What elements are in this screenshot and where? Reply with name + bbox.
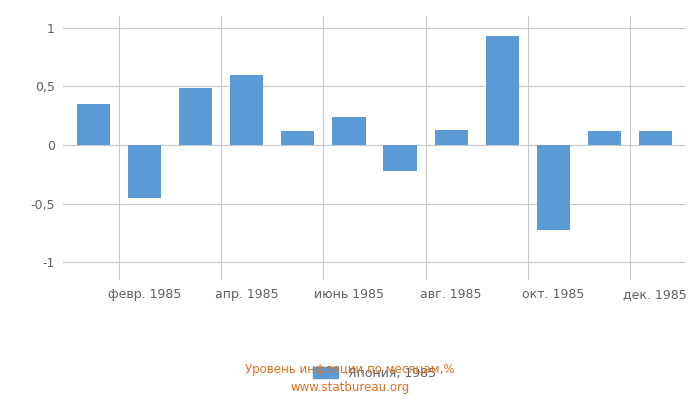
Text: www.statbureau.org: www.statbureau.org (290, 382, 410, 394)
Bar (588, 131, 621, 145)
Bar (179, 88, 212, 145)
Bar (230, 75, 263, 145)
Bar (435, 130, 468, 145)
Legend: Япония, 1985: Япония, 1985 (308, 362, 441, 385)
Bar (77, 104, 110, 145)
Bar (332, 117, 365, 145)
Bar (281, 131, 314, 145)
Text: Уровень инфляции по месяцам,%: Уровень инфляции по месяцам,% (245, 364, 455, 376)
Bar (537, 145, 570, 230)
Bar (384, 145, 416, 171)
Bar (128, 145, 161, 198)
Bar (639, 131, 672, 145)
Bar (486, 36, 519, 145)
